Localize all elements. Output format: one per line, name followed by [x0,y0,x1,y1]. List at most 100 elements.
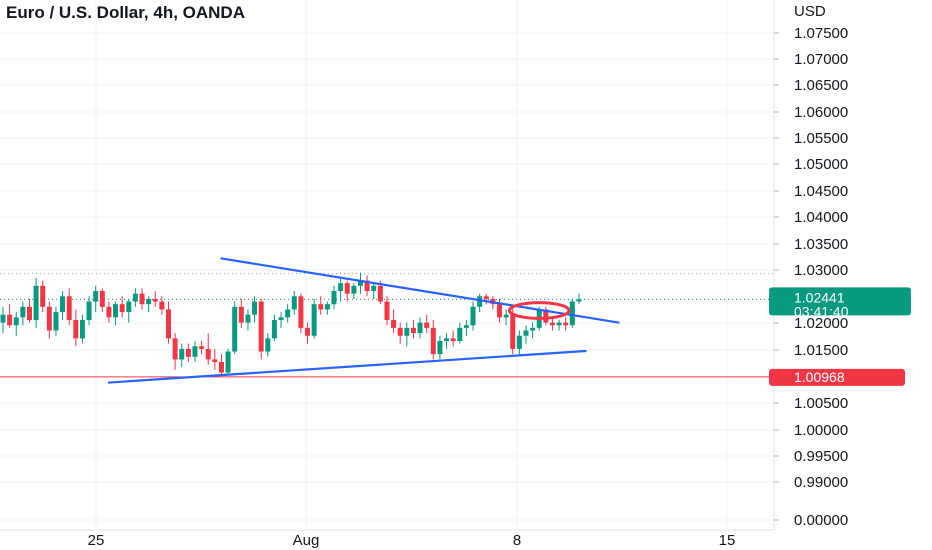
candle-body [497,304,502,318]
price-tick-label: 0.00000 [794,512,848,529]
candle-body [417,322,423,334]
low-price-value: 1.00968 [794,369,845,385]
price-tick-label: 1.03000 [794,262,848,279]
candle-body [139,293,145,305]
candle-body [46,306,52,331]
candle-body [60,296,66,313]
candle-body [384,301,390,320]
candle-body [99,291,105,307]
grid-lines [0,0,774,530]
candle-body [152,298,158,302]
candle-body [192,346,198,357]
candle-body [543,309,549,323]
price-tick-label: 1.07500 [794,25,848,42]
candle-body [285,309,291,318]
candle-body [33,285,39,320]
candle-body [13,317,19,326]
candle-body [146,298,152,305]
candle-body [477,296,483,307]
price-axis[interactable]: 1.07500 1.07000 1.06500 1.06000 1.05500 1.050… [774,25,848,529]
candle-body [26,306,32,320]
chart-title: Euro / U.S. Dollar, 4h, OANDA [6,3,245,22]
candle-body [444,338,450,342]
candle-body [556,322,562,326]
price-tick-label: 1.06000 [794,104,848,121]
price-tick-label: 1.02000 [794,315,848,332]
candle-body [457,327,463,342]
candle-body [73,319,79,339]
candle-body [397,327,403,336]
candle-body [470,306,476,326]
candle-body [338,283,344,292]
candle-body [503,314,509,318]
trendline-lower[interactable] [107,349,587,384]
candle-body [364,280,370,292]
candle-body [351,285,357,294]
candle-body [437,341,443,355]
candle-body [86,301,92,320]
candle-body [179,348,185,360]
candle-body [410,327,416,334]
candles [0,272,582,377]
price-tick-label: 1.00500 [794,395,848,412]
candle-body [93,291,99,302]
price-tick-label: 1.03500 [794,236,848,253]
candle-body [205,348,211,360]
candle-body [7,314,13,326]
candle-body [132,293,138,302]
candle-body [119,304,125,313]
price-tick-label: 1.01500 [794,342,848,359]
candle-body [563,322,569,326]
candle-body [106,306,112,318]
price-tick-label: 1.05500 [794,130,848,147]
candle-body [450,338,456,342]
candle-body [530,327,536,331]
candle-body [549,322,555,326]
candle-body [252,301,258,315]
time-tick-label: Aug [293,532,320,549]
time-axis[interactable]: 25 Aug 8 15 [0,529,774,549]
price-tick-label: 0.99500 [794,448,848,465]
candle-body [298,296,304,328]
candle-body [291,296,297,310]
candle-body [463,325,469,328]
candle-body [159,301,165,310]
time-tick-label: 25 [88,532,105,549]
price-tick-label: 1.05000 [794,156,848,173]
time-tick-label: 8 [513,532,521,549]
price-tick-label: 0.99000 [794,474,848,491]
trendline-upper[interactable] [220,257,620,324]
candle-body [404,327,410,336]
candle-body [305,327,311,336]
last-price-value: 1.02441 [794,289,845,305]
candle-body [212,359,218,363]
candle-body [185,348,191,357]
candle-body [371,285,377,292]
candle-body [576,299,582,302]
candle-body [344,283,350,294]
candle-body [357,280,363,286]
candle-body [516,335,522,349]
last-price-tag [769,287,911,316]
currency-label: USD [794,3,826,20]
candle-body [318,304,324,310]
highlight-circle[interactable] [507,301,571,320]
countdown-value: 03:41:40 [794,303,849,319]
candle-body [238,306,244,323]
price-tick-label: 1.04000 [794,209,848,226]
candle-body [271,319,277,339]
trendline-drawings[interactable] [107,257,620,384]
candle-body [225,351,231,373]
candle-body [166,309,171,339]
candle-body [0,314,6,323]
candle-body [483,296,489,299]
candle-body [424,322,430,328]
candle-body [265,338,271,352]
candle-body [391,319,397,328]
candle-body [324,304,330,310]
time-tick-label: 15 [719,532,736,549]
candle-body [331,291,337,305]
candle-body [172,338,178,360]
